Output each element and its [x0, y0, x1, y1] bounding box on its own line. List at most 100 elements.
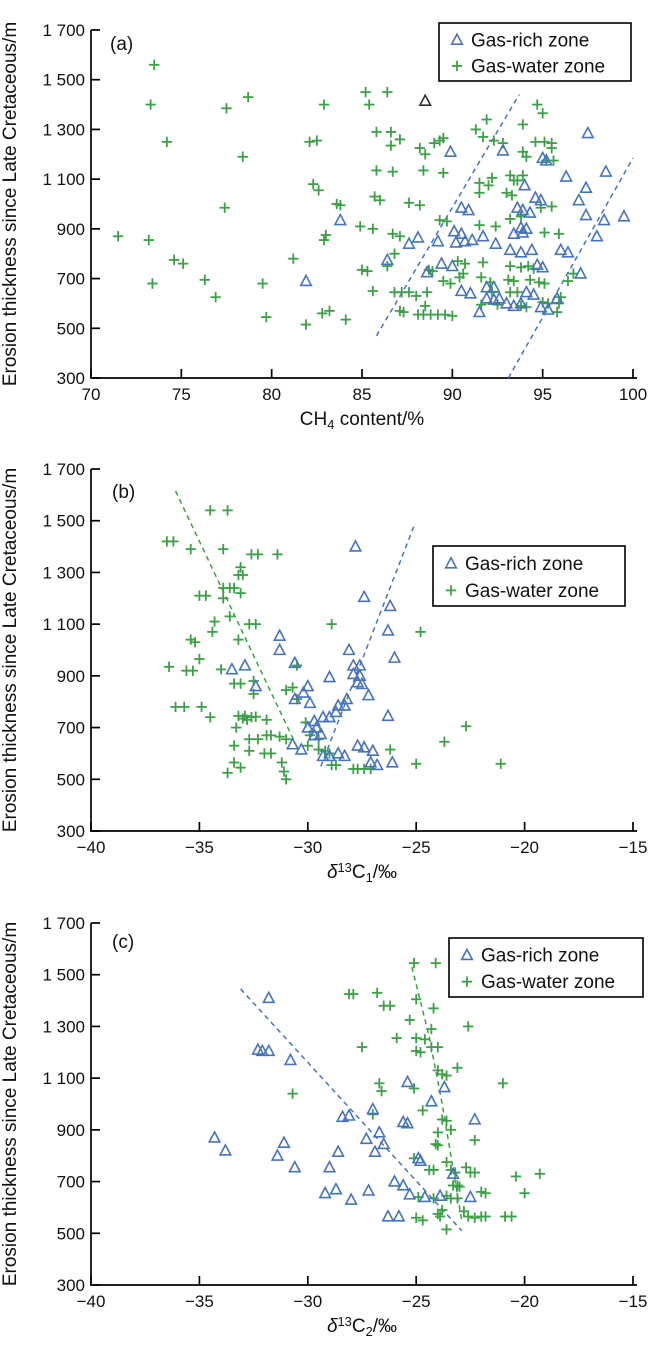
- gas-water-point: [519, 1188, 530, 1199]
- gas-rich-point: [329, 1182, 343, 1195]
- gas-water-point: [376, 1085, 387, 1097]
- gas-water-point: [414, 142, 426, 154]
- gas-water-point: [356, 264, 368, 276]
- gas-water-point: [112, 231, 124, 242]
- gas-rich-point: [318, 1185, 332, 1199]
- gas-water-point: [224, 611, 235, 622]
- gas-rich-point: [357, 740, 371, 753]
- gas-rich-point: [530, 257, 544, 271]
- trend-line: [507, 157, 634, 379]
- gas-rich-point: [573, 266, 588, 279]
- gas-water-point: [430, 957, 441, 969]
- x-tick-label: −15: [619, 1292, 648, 1311]
- gas-water-point: [477, 257, 489, 268]
- gas-water-point: [287, 1088, 298, 1099]
- gas-rich-point: [355, 676, 369, 690]
- gas-rich-point: [503, 242, 517, 256]
- gas-water-point: [415, 1047, 426, 1058]
- gas-water-point: [205, 505, 216, 516]
- x-tick-label: −35: [185, 1292, 214, 1311]
- gas-water-point: [170, 701, 181, 713]
- gas-water-point: [404, 1014, 415, 1026]
- gas-water-point: [354, 221, 366, 232]
- gas-water-point: [177, 258, 189, 269]
- gas-water-point: [360, 86, 371, 98]
- gas-water-point: [521, 151, 532, 162]
- gas-rich-point: [314, 726, 328, 740]
- gas-water-point: [483, 180, 494, 191]
- gas-water-point: [228, 740, 240, 751]
- gas-rich-point: [288, 1160, 302, 1173]
- gas-water-point: [210, 292, 221, 303]
- x-tick-label: 85: [353, 385, 372, 404]
- gas-rich-point: [270, 1148, 285, 1161]
- gas-water-point: [432, 1127, 444, 1138]
- gas-rich-point: [411, 230, 425, 243]
- gas-rich-point: [207, 1130, 222, 1143]
- gas-rich-point: [418, 1189, 432, 1203]
- gas-rich-point: [480, 291, 494, 304]
- legend-box: [448, 937, 644, 998]
- panel-letter: (b): [112, 482, 135, 503]
- gas-rich-point: [299, 273, 313, 287]
- gas-water-point: [411, 1032, 422, 1044]
- legend-plus-icon: [451, 60, 463, 72]
- gas-water-point: [503, 274, 514, 286]
- gas-water-point: [261, 714, 272, 726]
- gas-rich-point: [447, 224, 461, 237]
- gas-water-point: [432, 1140, 444, 1151]
- y-tick-label: 900: [57, 1121, 85, 1140]
- gas-water-point: [429, 137, 440, 149]
- gas-water-point: [523, 260, 534, 272]
- gas-water-point: [506, 190, 518, 201]
- gas-water-point: [501, 187, 512, 199]
- gas-rich-point: [445, 258, 459, 272]
- gas-rich-point: [431, 233, 445, 247]
- gas-water-point: [391, 1032, 402, 1044]
- gas-rich-point: [461, 202, 476, 216]
- gas-rich-point: [446, 1166, 460, 1179]
- gas-rich-point: [454, 200, 469, 213]
- gas-water-point: [512, 287, 523, 298]
- gas-water-point: [394, 231, 406, 242]
- gas-rich-point: [472, 304, 487, 318]
- gas-rich-point: [387, 1174, 402, 1187]
- gas-water-point: [439, 736, 450, 747]
- gas-rich-point: [516, 202, 530, 216]
- gas-water-point: [469, 1212, 480, 1223]
- legend-triangle-icon: [444, 556, 458, 569]
- gas-water-point: [280, 684, 292, 696]
- gas-rich-point: [516, 225, 530, 238]
- gas-water-point: [317, 308, 328, 319]
- gas-rich-point: [581, 125, 595, 139]
- x-tick-label: −25: [402, 1292, 431, 1311]
- gas-water-point: [302, 740, 313, 751]
- gas-water-point: [231, 722, 242, 733]
- legend-label: Gas-water zone: [481, 972, 615, 993]
- gas-water-point: [428, 1003, 439, 1014]
- gas-water-point: [313, 744, 324, 755]
- gas-rich-point: [499, 296, 514, 309]
- gas-rich-point: [534, 299, 548, 313]
- gas-rich-point: [381, 708, 395, 722]
- legend: Gas-rich zone Gas-water zone: [432, 545, 626, 607]
- gas-rich-series: [225, 539, 402, 771]
- gas-water-point: [384, 744, 396, 755]
- gas-rich-point: [381, 1209, 395, 1222]
- y-tick-label: 300: [57, 369, 85, 388]
- gas-water-point: [537, 108, 548, 119]
- gas-rich-point: [400, 1074, 415, 1088]
- gas-rich-point: [331, 1144, 345, 1158]
- gas-water-point: [371, 165, 382, 176]
- legend-label: Gas-rich zone: [471, 30, 589, 51]
- gas-rich-point: [272, 628, 287, 641]
- gas-rich-point: [559, 169, 573, 182]
- gas-water-point: [452, 1193, 463, 1204]
- gas-water-point: [419, 1034, 431, 1045]
- gas-water-point: [504, 213, 516, 225]
- gas-rich-point: [420, 265, 434, 278]
- gas-water-point: [408, 1083, 420, 1094]
- gas-water-point: [371, 987, 383, 999]
- gas-water-point: [356, 1041, 368, 1053]
